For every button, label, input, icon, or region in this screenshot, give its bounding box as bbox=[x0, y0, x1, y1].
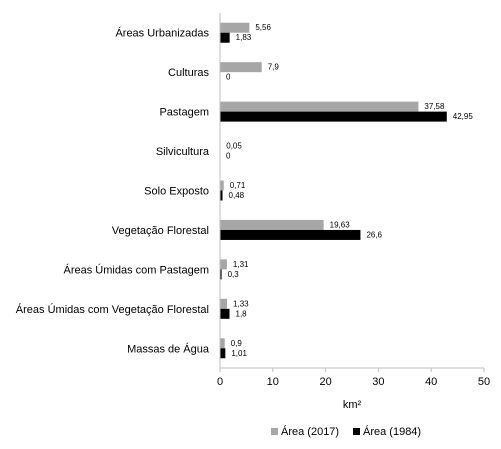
data-label: 0,71 bbox=[230, 181, 246, 190]
data-label: 1,8 bbox=[236, 309, 248, 318]
data-label: 0,48 bbox=[229, 191, 245, 200]
category-label: Áreas Úmidas com Pastagem bbox=[64, 263, 210, 276]
category-label: Culturas bbox=[168, 67, 209, 79]
data-label: 0,3 bbox=[228, 270, 240, 279]
x-axis: 0 10 20 30 40 50 bbox=[217, 13, 490, 388]
category-labels-layer: Áreas Urbanizadas Culturas Pastagem Silvicu… bbox=[16, 27, 210, 356]
data-label: 0,9 bbox=[231, 339, 243, 348]
bar-area-1984 bbox=[220, 190, 223, 201]
legend-swatch bbox=[271, 428, 278, 435]
data-label: 26,6 bbox=[366, 230, 382, 239]
x-tick-label: 50 bbox=[478, 376, 490, 388]
bar-area-1984 bbox=[220, 348, 226, 359]
legend-label: Área (1984) bbox=[363, 425, 421, 438]
x-axis-title: km² bbox=[343, 399, 362, 411]
data-label: 5,56 bbox=[255, 23, 271, 32]
data-label: 1,31 bbox=[233, 260, 249, 269]
legend-swatch bbox=[353, 428, 360, 435]
category-label: Áreas Urbanizadas bbox=[115, 27, 209, 40]
bar-area-2017 bbox=[220, 219, 324, 230]
bar-area-1984 bbox=[220, 229, 361, 240]
x-tick-label: 40 bbox=[425, 376, 437, 388]
category-label: Massas de Água bbox=[127, 342, 210, 355]
bar-area-2017 bbox=[220, 259, 227, 270]
data-label: 42,95 bbox=[453, 112, 474, 121]
category-label: Vegetação Florestal bbox=[112, 225, 209, 237]
bar-area-2017 bbox=[220, 22, 250, 33]
category-label: Pastagem bbox=[159, 107, 209, 119]
category-label: Áreas Úmidas com Vegetação Florestal bbox=[16, 303, 209, 316]
bar-area-2017 bbox=[220, 338, 225, 349]
bar-area-2017 bbox=[220, 180, 224, 191]
data-labels-layer: 5,561,837,9037,5842,950,0500,710,4819,63… bbox=[226, 23, 473, 358]
data-label: 0,05 bbox=[226, 142, 242, 151]
data-label: 1,33 bbox=[233, 299, 249, 308]
bar-area-1984 bbox=[220, 32, 230, 43]
bar-area-1984 bbox=[220, 269, 222, 280]
bars-layer bbox=[220, 22, 447, 359]
x-tick-label: 10 bbox=[267, 376, 279, 388]
data-label: 7,9 bbox=[268, 63, 280, 72]
x-tick-label: 30 bbox=[372, 376, 384, 388]
x-tick-label: 0 bbox=[217, 376, 223, 388]
bar-area-1984 bbox=[220, 111, 447, 122]
bar-area-2017 bbox=[220, 298, 228, 309]
data-label: 1,83 bbox=[236, 33, 252, 42]
data-label: 0 bbox=[226, 73, 231, 82]
data-label: 37,58 bbox=[424, 102, 445, 111]
category-label: Silvicultura bbox=[156, 146, 210, 158]
data-label: 19,63 bbox=[330, 220, 351, 229]
data-label: 0 bbox=[226, 152, 231, 161]
bar-area-2017 bbox=[220, 62, 262, 73]
bar-area-1984 bbox=[220, 308, 230, 319]
legend-label: Área (2017) bbox=[281, 425, 339, 438]
category-label: Solo Exposto bbox=[144, 186, 209, 198]
data-label: 1,01 bbox=[231, 349, 247, 358]
bar-area-2017 bbox=[220, 101, 419, 112]
legend: Área (2017) Área (1984) bbox=[271, 425, 421, 438]
x-tick-label: 20 bbox=[319, 376, 331, 388]
